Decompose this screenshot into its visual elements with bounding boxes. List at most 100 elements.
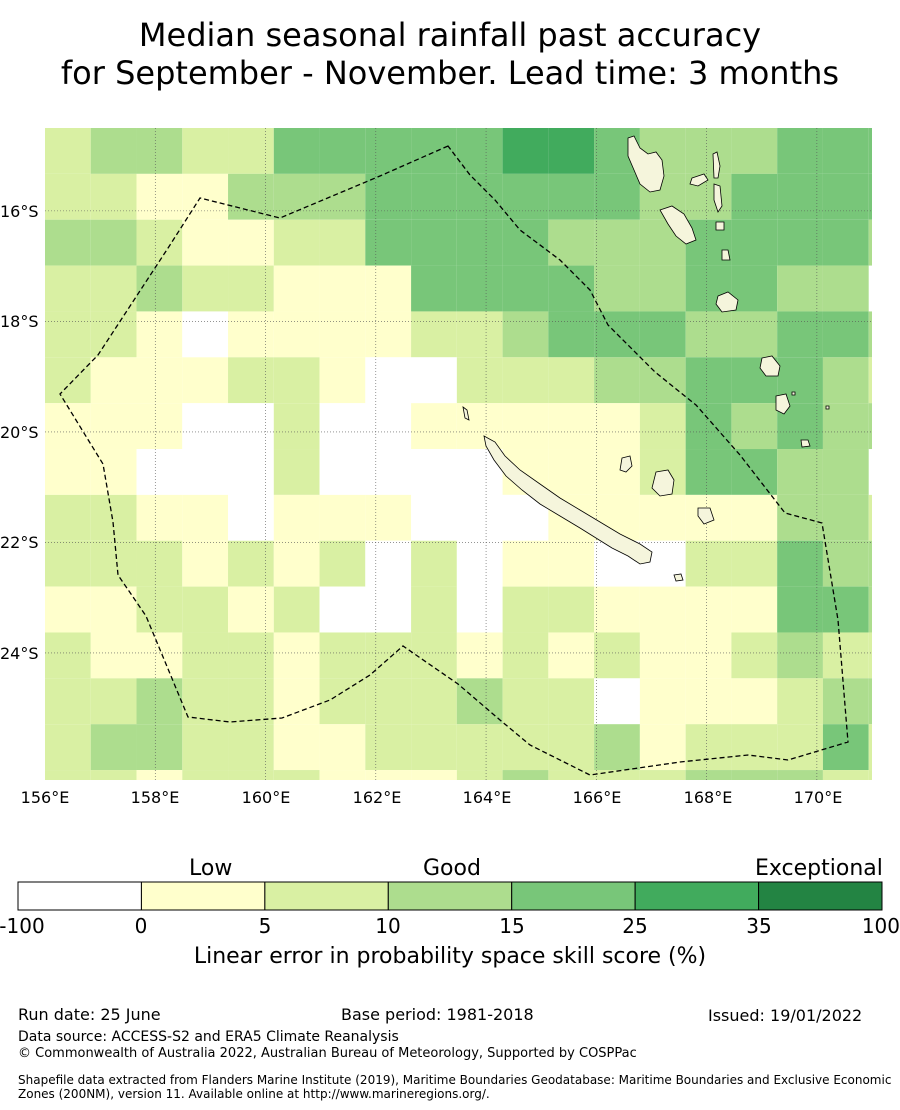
skill-cell (228, 770, 274, 780)
chart-title-line-1: Median seasonal rainfall past accuracy (138, 16, 762, 54)
ambae-outline (689, 173, 709, 187)
skill-cell (548, 219, 595, 266)
skill-cell (45, 128, 91, 174)
skill-cell (456, 357, 503, 404)
skill-cell (502, 403, 549, 450)
skill-cell (822, 586, 869, 633)
legend-tick: 15 (499, 914, 525, 938)
skill-cell (822, 128, 869, 174)
skill-cell (411, 173, 457, 220)
skill-cell (319, 265, 366, 312)
skill-cell (548, 173, 595, 220)
aneityum-outline (800, 439, 811, 448)
copyright: © Commonwealth of Australia 2022, Austra… (18, 1046, 637, 1061)
skill-cell (411, 632, 457, 679)
legend-tick: 35 (746, 914, 772, 938)
skill-cell (182, 173, 229, 220)
skill-cell (228, 632, 274, 679)
lon-label-166e: 166°E (572, 788, 622, 807)
skill-cell (594, 219, 640, 266)
islet-1 (825, 405, 830, 410)
skill-cell (822, 265, 869, 312)
colorbar-swatch (511, 881, 636, 911)
skill-cell (548, 265, 595, 312)
skill-cell (868, 173, 872, 220)
skill-cell (685, 540, 732, 587)
skill-cell (273, 311, 320, 358)
skill-cell (365, 265, 412, 312)
skill-cell (90, 678, 137, 725)
skill-cell (868, 494, 872, 541)
skill-cell (868, 403, 872, 450)
skill-cell (411, 357, 457, 404)
skill-cell (45, 173, 91, 220)
skill-cell (868, 311, 872, 358)
skill-cell (502, 219, 549, 266)
legend-category-exceptional: Exceptional (755, 856, 883, 881)
skill-cell (365, 449, 412, 495)
skill-cell (319, 449, 366, 495)
skill-cell (731, 265, 778, 312)
lat-label-24s: 24°S (0, 644, 39, 663)
skill-cell (548, 449, 595, 495)
isle-of-pines-outline (673, 573, 684, 582)
skill-cell (456, 632, 503, 679)
lifou-outline (651, 469, 675, 497)
skill-cell (822, 540, 869, 587)
skill-cell (90, 632, 137, 679)
legend-tick: -100 (0, 914, 45, 938)
skill-cell (228, 540, 274, 587)
skill-cell (502, 265, 549, 312)
skill-cell (777, 173, 823, 220)
skill-cell (136, 403, 183, 450)
skill-cell (548, 357, 595, 404)
skill-cell (411, 128, 457, 174)
skill-cell (136, 724, 183, 771)
legend-tick: 5 (258, 914, 272, 938)
skill-cell (822, 357, 869, 404)
skill-cell (594, 724, 640, 771)
skill-cell (548, 770, 595, 780)
lon-label-168e: 168°E (683, 788, 733, 807)
skill-cell (822, 403, 869, 450)
skill-cell (319, 586, 366, 633)
skill-cell (273, 403, 320, 450)
skill-cell (868, 219, 872, 266)
skill-cell (639, 494, 686, 541)
skill-cell (45, 632, 91, 679)
skill-cell (411, 678, 457, 725)
skill-cell (365, 173, 412, 220)
lon-label-164e: 164°E (462, 788, 512, 807)
skill-cell (273, 678, 320, 725)
skill-cell (456, 311, 503, 358)
skill-cell (273, 540, 320, 587)
skill-cell (685, 449, 732, 495)
tanna-outline (775, 393, 791, 415)
skill-cell (90, 173, 137, 220)
skill-cell (411, 449, 457, 495)
lon-label-162e: 162°E (352, 788, 402, 807)
skill-cell (639, 586, 686, 633)
skill-cell (365, 128, 412, 174)
epi-outline (721, 249, 731, 261)
skill-cell (411, 770, 457, 780)
skill-cell (594, 632, 640, 679)
skill-cell (136, 770, 183, 780)
skill-cell (822, 311, 869, 358)
skill-cell (319, 724, 366, 771)
colorbar-swatch (634, 881, 760, 911)
colorbar-swatch (758, 881, 883, 911)
skill-cell (182, 632, 229, 679)
skill-cell (456, 219, 503, 266)
lon-label-160e: 160°E (241, 788, 291, 807)
skill-cell (365, 311, 412, 358)
skill-cell (822, 632, 869, 679)
skill-cell (45, 540, 91, 587)
espiritu-santo-outline (627, 135, 665, 193)
skill-cell (136, 265, 183, 312)
skill-cell (502, 128, 549, 174)
skill-cell (777, 678, 823, 725)
skill-cell (731, 770, 778, 780)
skill-cell (822, 770, 869, 780)
